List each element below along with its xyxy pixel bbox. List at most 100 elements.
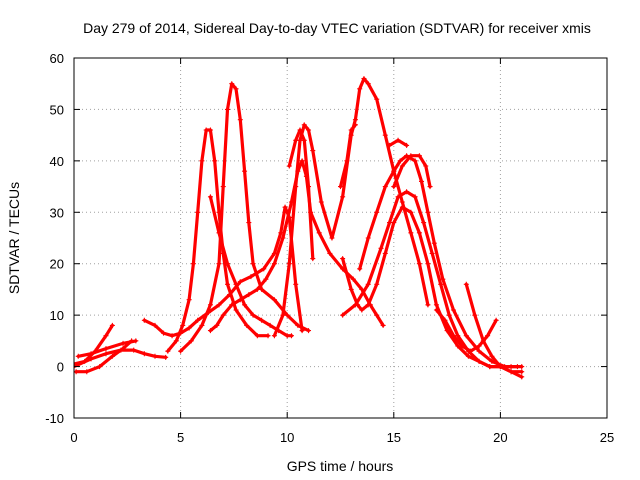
data-point-marker [282, 204, 288, 210]
data-point-marker [280, 312, 286, 318]
data-point-marker [476, 348, 482, 354]
data-point-marker [489, 353, 495, 359]
x-tick-label: 5 [177, 430, 184, 445]
data-point-marker [284, 312, 290, 318]
data-point-marker [216, 230, 222, 236]
data-point-marker [408, 153, 414, 159]
data-point-marker [293, 137, 299, 143]
data-point-marker [306, 184, 312, 190]
data-point-marker [84, 369, 90, 375]
data-point-marker [382, 132, 388, 138]
series-arc9 [207, 194, 294, 339]
data-point-marker [508, 369, 514, 375]
data-point-marker [186, 325, 192, 331]
data-point-marker [416, 153, 422, 159]
data-point-marker [455, 333, 461, 339]
data-point-marker [348, 286, 354, 292]
data-point-marker [259, 286, 265, 292]
data-point-marker [207, 194, 213, 200]
data-point-marker [271, 250, 277, 256]
data-point-marker [214, 322, 220, 328]
data-point-marker [242, 168, 248, 174]
data-point-marker [103, 346, 109, 352]
series-trace [338, 123, 357, 189]
data-point-marker [404, 142, 410, 148]
y-tick-label: -10 [45, 411, 64, 426]
data-point-marker [250, 312, 256, 318]
data-point-marker [203, 127, 209, 133]
data-point-marker [416, 261, 422, 267]
x-tick-label: 20 [493, 430, 507, 445]
data-point-marker [233, 307, 239, 313]
data-point-marker [433, 307, 439, 313]
axis-ticks [73, 57, 608, 419]
data-point-marker [395, 137, 401, 143]
data-point-marker [327, 250, 333, 256]
data-point-marker [404, 153, 410, 159]
data-point-marker [141, 351, 147, 357]
data-point-marker [382, 184, 388, 190]
data-point-marker [199, 158, 205, 164]
data-point-marker [246, 220, 252, 226]
data-point-marker [329, 235, 335, 241]
data-point-marker [82, 358, 88, 364]
data-point-marker [365, 81, 371, 87]
data-point-marker [387, 142, 393, 148]
series-arc7 [178, 81, 312, 354]
data-point-marker [391, 168, 397, 174]
data-point-marker [455, 343, 461, 349]
data-point-marker [374, 312, 380, 318]
y-tick-labels: -10 0 10 20 30 40 50 60 [45, 51, 64, 426]
data-point-marker [489, 358, 495, 364]
data-point-marker [487, 364, 493, 370]
data-point-marker [374, 96, 380, 102]
data-point-marker [141, 317, 147, 323]
x-tick-labels: 0 5 10 15 20 25 [70, 430, 614, 445]
data-point-marker [97, 364, 103, 370]
data-point-marker [297, 127, 303, 133]
series-trace [179, 82, 311, 353]
data-point-marker [442, 317, 448, 323]
data-point-marker [352, 117, 358, 123]
data-point-marker [344, 158, 350, 164]
data-point-marker [378, 245, 384, 251]
data-point-marker [271, 261, 277, 267]
data-point-marker [225, 281, 231, 287]
data-point-marker [429, 250, 435, 256]
chart-title: Day 279 of 2014, Sidereal Day-to-day VTE… [83, 20, 591, 36]
data-point-marker [237, 117, 243, 123]
data-point-marker [318, 199, 324, 205]
data-point-marker [340, 194, 346, 200]
data-point-marker [412, 194, 418, 200]
data-point-marker [267, 322, 273, 328]
data-point-marker [207, 127, 213, 133]
data-point-marker [88, 351, 94, 357]
plot-frame [73, 57, 608, 419]
data-point-marker [244, 322, 250, 328]
data-point-marker [391, 220, 397, 226]
data-point-marker [186, 297, 192, 303]
data-point-marker [295, 322, 301, 328]
data-point-marker [380, 322, 386, 328]
data-point-marker [365, 235, 371, 241]
y-tick-label: 30 [50, 205, 64, 220]
x-axis-label: GPS time / hours [287, 458, 394, 474]
data-point-marker [288, 333, 294, 339]
data-point-marker [212, 158, 218, 164]
data-point-marker [450, 333, 456, 339]
data-point-marker [310, 148, 316, 154]
data-point-marker [242, 302, 248, 308]
data-point-marker [408, 209, 414, 215]
series-trace [166, 128, 270, 353]
data-point-marker [316, 230, 322, 236]
data-point-marker [348, 127, 354, 133]
data-point-marker [374, 209, 380, 215]
data-point-marker [444, 328, 450, 334]
data-point-marker [190, 261, 196, 267]
data-point-marker [519, 369, 525, 375]
data-point-marker [225, 261, 231, 267]
data-point-marker [297, 137, 303, 143]
series-arc16 [391, 153, 433, 190]
y-tick-label: 10 [50, 308, 64, 323]
x-tick-label: 15 [387, 430, 401, 445]
